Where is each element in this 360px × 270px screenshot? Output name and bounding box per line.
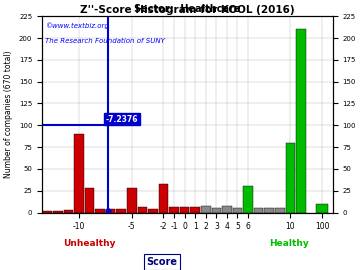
Bar (222, 205, 232, 212)
Bar (148, 209, 158, 212)
Bar (190, 207, 200, 212)
Bar (53, 211, 63, 212)
Bar (95, 209, 105, 212)
Text: Unhealthy: Unhealthy (63, 239, 116, 248)
Bar (212, 208, 221, 212)
Text: Sector:  Healthcare: Sector: Healthcare (134, 4, 240, 14)
Bar (316, 204, 328, 212)
Bar (296, 29, 306, 212)
Bar (233, 208, 242, 212)
Text: -7.2376: -7.2376 (106, 114, 139, 124)
Text: The Research Foundation of SUNY: The Research Foundation of SUNY (45, 38, 165, 44)
Bar (42, 211, 52, 212)
Title: Z''-Score Histogram for KOOL (2016): Z''-Score Histogram for KOOL (2016) (80, 5, 294, 15)
Bar (106, 209, 116, 212)
Bar (285, 143, 295, 212)
Bar (180, 207, 189, 212)
Bar (243, 186, 253, 212)
Text: ©www.textbiz.org: ©www.textbiz.org (45, 22, 109, 29)
Bar (117, 209, 126, 212)
Bar (138, 207, 147, 212)
Bar (159, 184, 168, 212)
Bar (74, 134, 84, 212)
Bar (64, 210, 73, 212)
Bar (127, 188, 136, 212)
Bar (275, 208, 284, 212)
Bar (169, 207, 179, 212)
Bar (201, 206, 211, 212)
Y-axis label: Number of companies (670 total): Number of companies (670 total) (4, 50, 13, 178)
Text: Healthy: Healthy (269, 239, 309, 248)
Bar (85, 188, 94, 212)
Bar (254, 208, 264, 212)
Text: Score: Score (147, 257, 177, 267)
Bar (265, 208, 274, 212)
